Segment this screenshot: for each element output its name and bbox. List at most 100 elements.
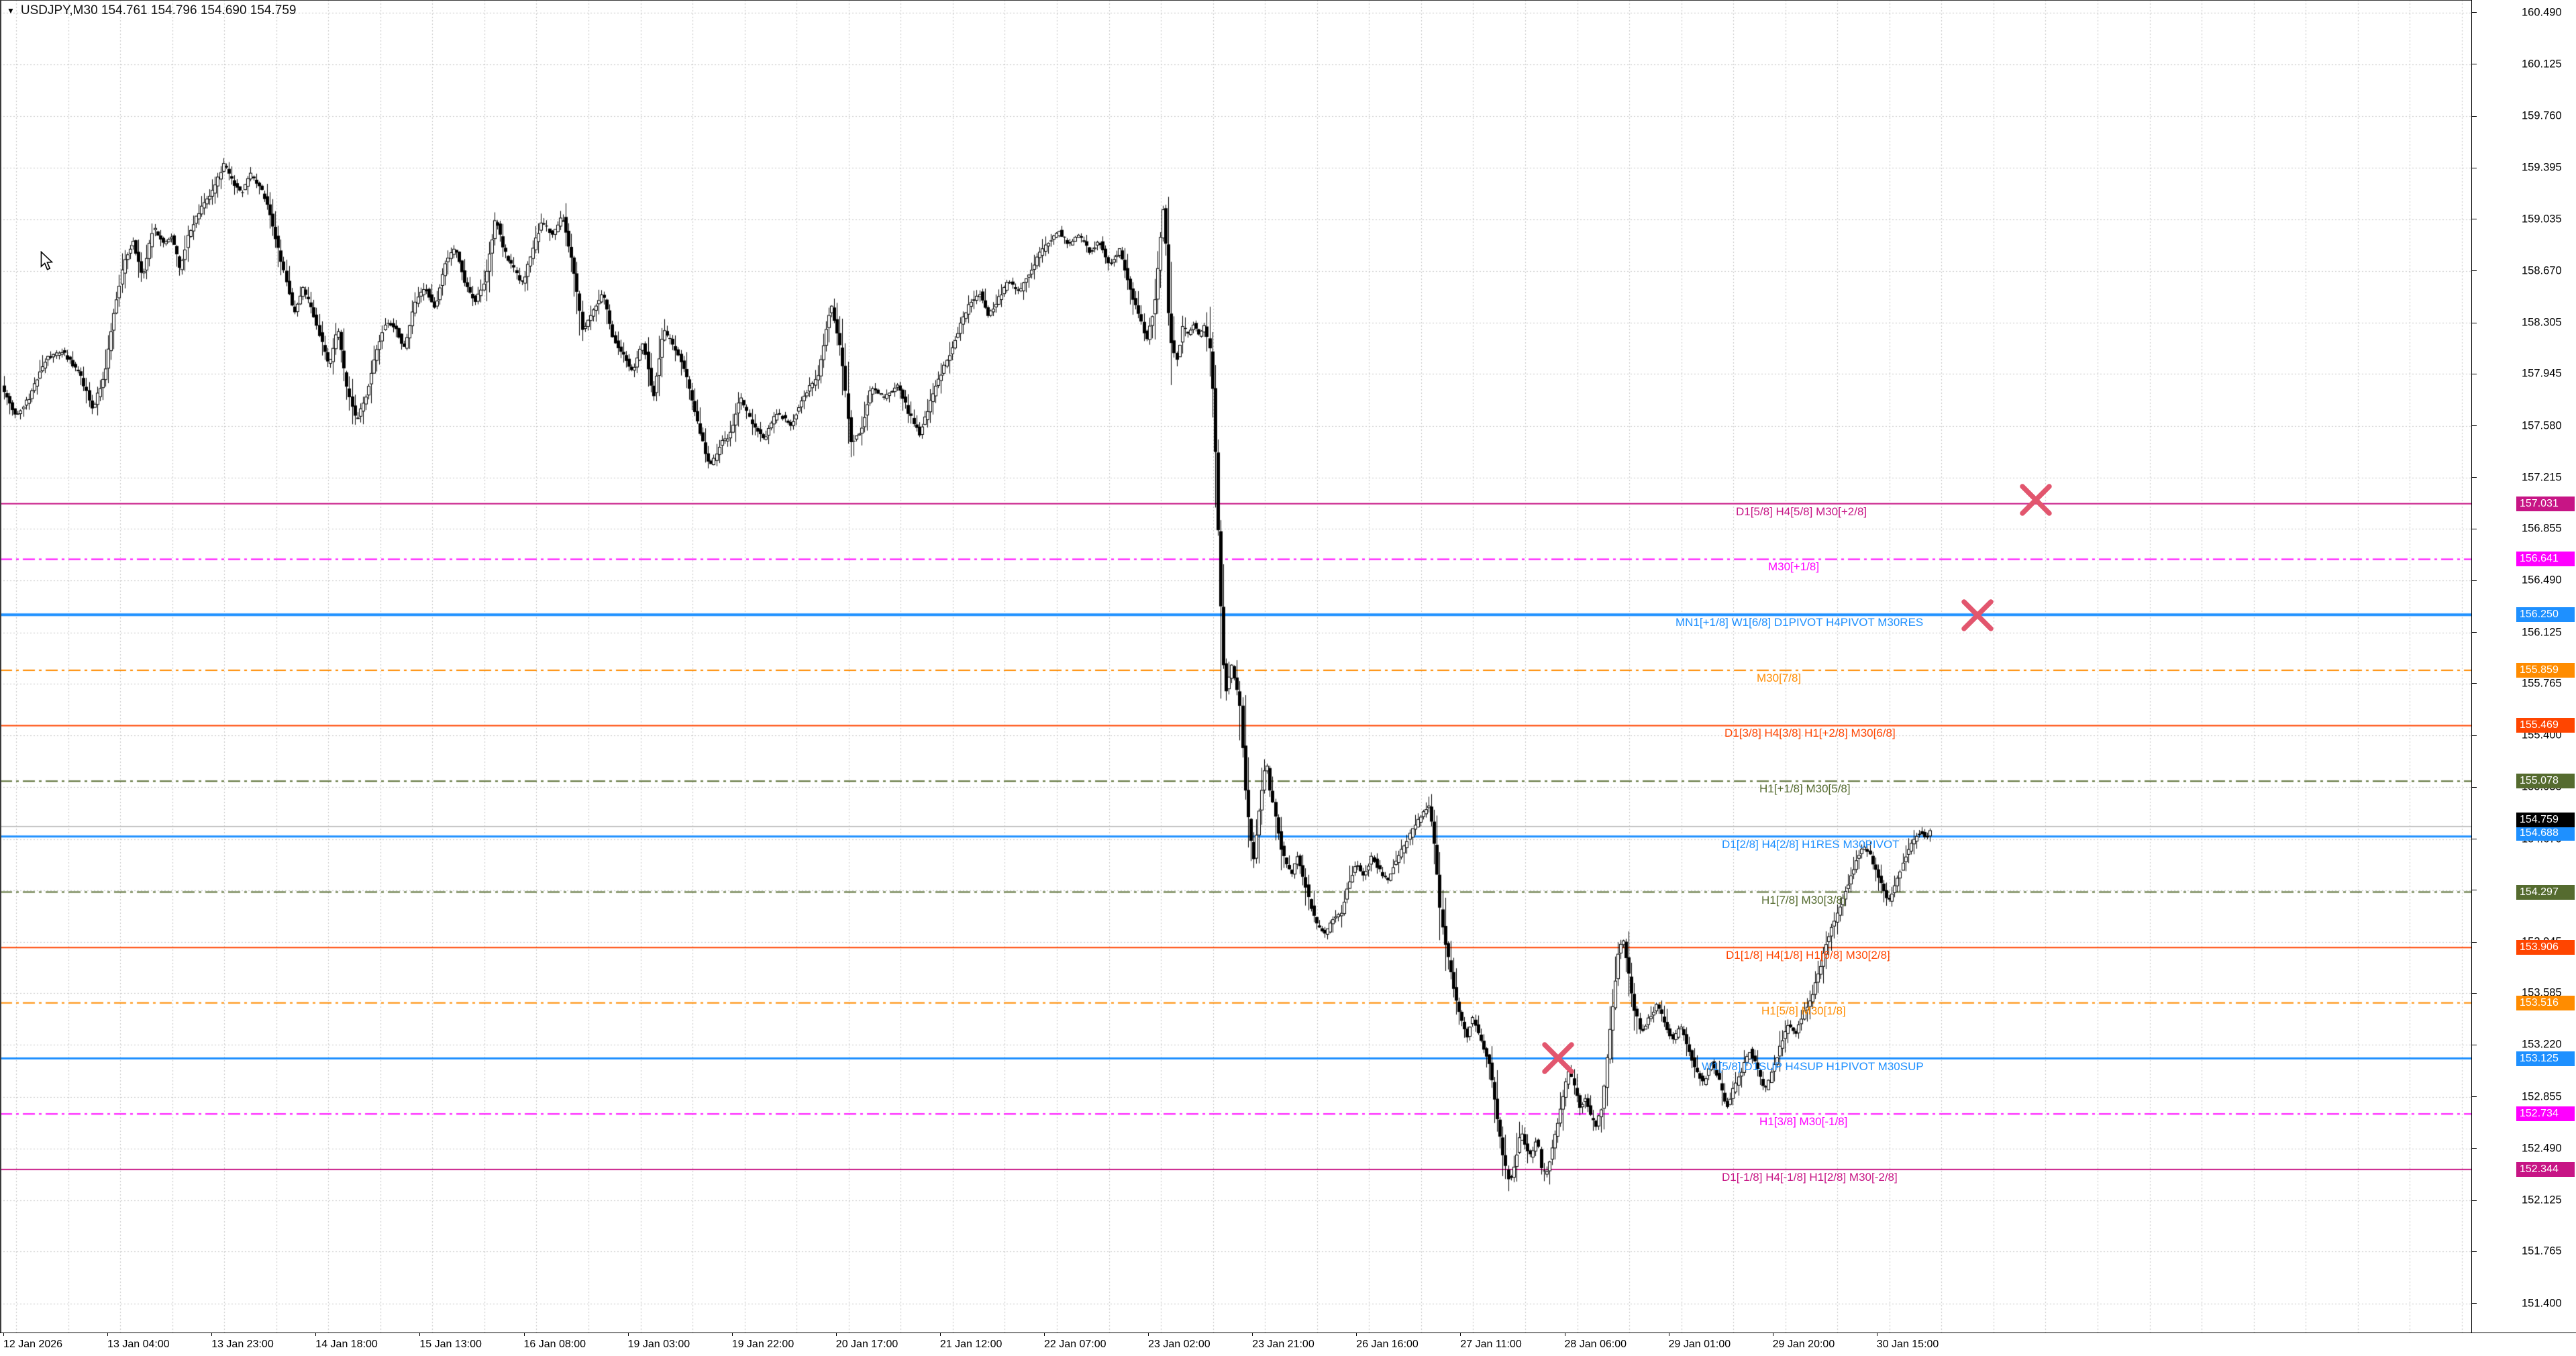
price-tick-label: 152.490 (2522, 1142, 2562, 1155)
time-tick-label: 15 Jan 13:00 (419, 1339, 482, 1350)
quote-bar: ▼ USDJPY,M30 154.761 154.796 154.690 154… (7, 3, 296, 18)
price-axis-separator (2471, 0, 2472, 1333)
time-tick-mark (627, 1333, 629, 1336)
time-tick-label: 27 Jan 11:00 (1460, 1339, 1522, 1350)
time-tick-mark (1252, 1333, 1253, 1336)
price-tick-label: 160.490 (2522, 6, 2562, 19)
price-tick-label: 159.395 (2522, 161, 2562, 174)
price-tick-mark (2471, 992, 2477, 994)
time-tick-mark (3, 1333, 4, 1336)
time-tick-mark (835, 1333, 837, 1336)
price-tick-label: 159.760 (2522, 109, 2562, 122)
price-tick-label: 158.670 (2522, 264, 2562, 277)
price-tick-mark (2471, 580, 2477, 581)
price-tick-mark (2471, 425, 2477, 427)
plot-top-border (0, 0, 2471, 1)
level-name-label: H1[5/8] M30[1/8] (1761, 1004, 1846, 1017)
level-name-label: MN1[+1/8] W1[6/8] D1PIVOT H4PIVOT M30RES (1676, 616, 1924, 629)
time-tick-label: 14 Jan 18:00 (315, 1339, 378, 1350)
price-level-tag: 154.297 (2516, 884, 2575, 900)
level-name-label: M30[7/8] (1757, 671, 1802, 684)
price-level-tag: 154.688 (2516, 826, 2575, 841)
price-tick-mark (2471, 1148, 2477, 1149)
price-tick-mark (2471, 632, 2477, 633)
time-tick-label: 22 Jan 07:00 (1044, 1339, 1106, 1350)
price-tick-mark (2471, 683, 2477, 684)
price-tick-label: 156.855 (2522, 522, 2562, 535)
price-tick-label: 152.855 (2522, 1090, 2562, 1103)
level-name-label: D1[-1/8] H4[-1/8] H1[2/8] M30[-2/8] (1722, 1170, 1898, 1184)
level-name-label: D1[2/8] H4[2/8] H1RES M30PIVOT (1722, 837, 1900, 851)
price-tick-label: 152.125 (2522, 1194, 2562, 1206)
time-tick-label: 23 Jan 02:00 (1148, 1339, 1210, 1350)
time-tick-label: 12 Jan 2026 (3, 1339, 63, 1350)
level-name-label: D1[3/8] H4[3/8] H1[+2/8] M30[6/8] (1724, 727, 1896, 740)
time-tick-mark (107, 1333, 109, 1336)
symbol-dropdown-icon[interactable]: ▼ (7, 6, 15, 15)
price-level-tag: 153.125 (2516, 1051, 2575, 1066)
time-tick-mark (1044, 1333, 1045, 1336)
price-tick-label: 155.765 (2522, 677, 2562, 690)
time-tick-label: 29 Jan 01:00 (1668, 1339, 1731, 1350)
time-tick-label: 26 Jan 16:00 (1356, 1339, 1419, 1350)
level-name-label: H1[+1/8] M30[5/8] (1759, 782, 1851, 796)
price-level-tag: 154.759 (2516, 813, 2575, 827)
chart-plot-area[interactable] (0, 0, 2471, 1333)
time-tick-mark (939, 1333, 941, 1336)
level-name-label: W1[5/8] D1SUP H4SUP H1PIVOT M30SUP (1702, 1059, 1924, 1073)
price-level-tag: 156.641 (2516, 552, 2575, 567)
price-tick-label: 151.400 (2522, 1297, 2562, 1310)
price-tick-label: 157.945 (2522, 367, 2562, 380)
price-tick-label: 151.765 (2522, 1245, 2562, 1257)
price-tick-mark (2471, 1200, 2477, 1201)
price-level-tag: 156.250 (2516, 607, 2575, 623)
price-tick-mark (2471, 1096, 2477, 1098)
time-tick-mark (731, 1333, 733, 1336)
time-tick-label: 13 Jan 04:00 (107, 1339, 170, 1350)
price-tick-mark (2471, 1251, 2477, 1252)
time-tick-label: 23 Jan 21:00 (1252, 1339, 1315, 1350)
plot-left-border (0, 0, 1, 1333)
time-tick-label: 28 Jan 06:00 (1564, 1339, 1627, 1350)
time-tick-mark (1460, 1333, 1461, 1336)
sell-signal-x-icon (2020, 484, 2052, 516)
price-tick-label: 157.580 (2522, 419, 2562, 432)
time-tick-label: 13 Jan 23:00 (211, 1339, 274, 1350)
price-level-tag: 152.734 (2516, 1106, 2575, 1122)
time-tick-mark (1148, 1333, 1149, 1336)
time-tick-label: 19 Jan 03:00 (627, 1339, 690, 1350)
time-tick-label: 16 Jan 08:00 (523, 1339, 586, 1350)
sell-signal-x-icon (1542, 1042, 1574, 1074)
price-level-tag: 155.078 (2516, 774, 2575, 789)
price-tick-mark (2471, 1303, 2477, 1304)
price-tick-label: 158.305 (2522, 316, 2562, 329)
price-tick-mark (2471, 735, 2477, 736)
time-tick-label: 19 Jan 22:00 (731, 1339, 794, 1350)
price-tick-mark (2471, 477, 2477, 478)
level-name-label: H1[3/8] M30[-1/8] (1759, 1115, 1848, 1129)
price-tick-label: 153.220 (2522, 1038, 2562, 1051)
price-tick-mark (2471, 941, 2477, 943)
price-tick-mark (2471, 115, 2477, 117)
level-name-label: D1[1/8] H4[1/8] H1[6/8] M30[2/8] (1726, 949, 1890, 962)
time-tick-mark (523, 1333, 525, 1336)
price-tick-mark (2471, 12, 2477, 13)
price-tick-label: 160.125 (2522, 58, 2562, 70)
time-tick-mark (1356, 1333, 1357, 1336)
time-tick-label: 20 Jan 17:00 (835, 1339, 898, 1350)
price-tick-mark (2471, 270, 2477, 272)
level-name-label: H1[7/8] M30[3/8] (1761, 893, 1846, 906)
time-tick-mark (419, 1333, 421, 1336)
price-level-tag: 153.906 (2516, 940, 2575, 955)
price-level-tag: 152.344 (2516, 1161, 2575, 1177)
price-tick-label: 156.490 (2522, 574, 2562, 586)
sell-signal-x-icon (1961, 599, 1994, 631)
price-level-tag: 155.469 (2516, 718, 2575, 733)
price-level-tag: 157.031 (2516, 496, 2575, 511)
time-tick-mark (315, 1333, 317, 1336)
time-tick-label: 21 Jan 12:00 (939, 1339, 1002, 1350)
time-tick-label: 30 Jan 15:00 (1876, 1339, 1939, 1350)
price-tick-label: 156.125 (2522, 626, 2562, 639)
price-level-tag: 153.516 (2516, 995, 2575, 1010)
